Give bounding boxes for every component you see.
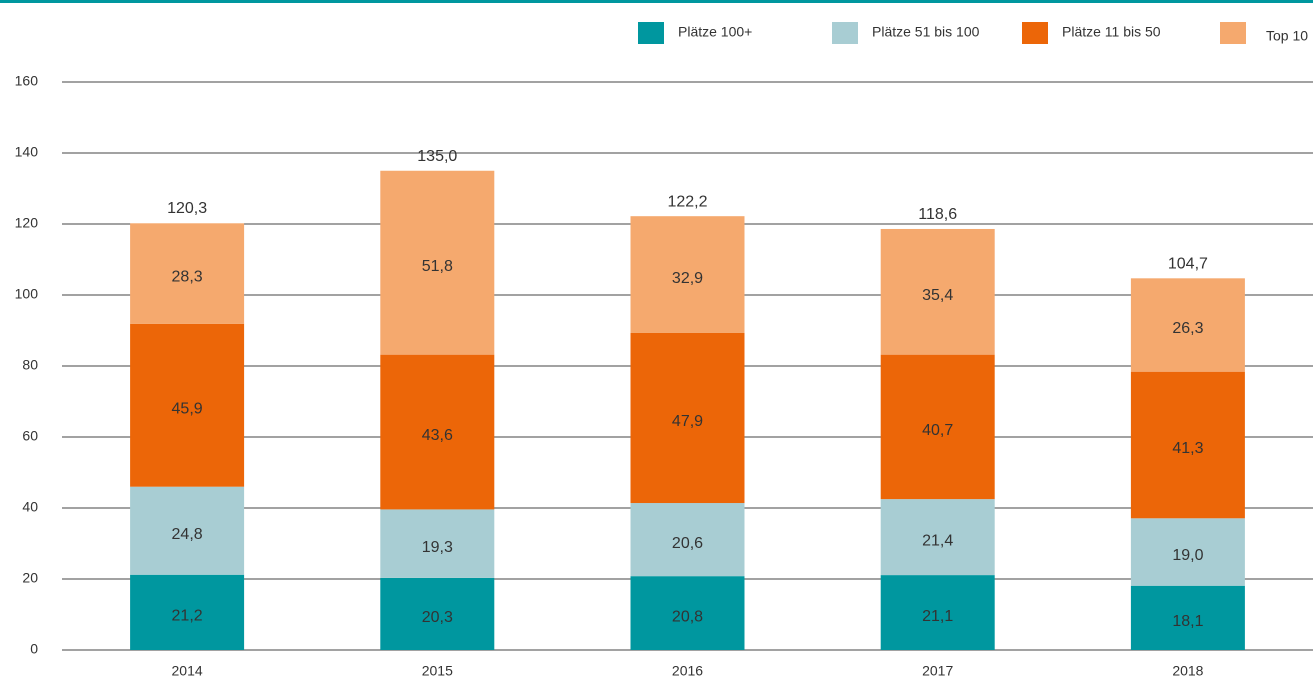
total-label: 104,7 bbox=[1168, 256, 1208, 273]
data-label: 28,3 bbox=[172, 269, 203, 286]
y-tick-label: 120 bbox=[15, 215, 39, 231]
x-tick-label: 2015 bbox=[422, 663, 453, 679]
x-tick-label: 2014 bbox=[172, 663, 203, 679]
data-label: 45,9 bbox=[172, 400, 203, 417]
y-tick-label: 40 bbox=[22, 499, 38, 515]
data-label: 21,2 bbox=[172, 608, 203, 625]
data-label: 21,1 bbox=[922, 608, 953, 625]
legend-label: Plätze 51 bis 100 bbox=[872, 24, 980, 40]
bar-segment bbox=[630, 576, 745, 650]
y-tick-label: 20 bbox=[22, 570, 38, 586]
data-label: 21,4 bbox=[922, 532, 953, 549]
legend-swatch bbox=[832, 22, 858, 44]
data-label: 19,0 bbox=[1172, 547, 1203, 564]
legend-swatch bbox=[1220, 22, 1246, 44]
data-label: 35,4 bbox=[922, 287, 953, 304]
bar-segment bbox=[1130, 278, 1245, 372]
bar-segment bbox=[880, 575, 995, 650]
bar-segment bbox=[630, 332, 745, 504]
bar-segment bbox=[130, 486, 245, 575]
data-label: 20,8 bbox=[672, 608, 703, 625]
data-label: 24,8 bbox=[172, 526, 203, 543]
legend-label: Plätze 11 bis 50 bbox=[1062, 24, 1161, 40]
top-rule bbox=[0, 0, 1313, 3]
legend-swatch bbox=[1022, 22, 1048, 44]
y-tick-label: 60 bbox=[22, 428, 38, 444]
bar-segment bbox=[1130, 585, 1245, 650]
y-tick-label: 160 bbox=[15, 73, 39, 89]
x-tick-label: 2017 bbox=[922, 663, 953, 679]
legend-swatch bbox=[638, 22, 664, 44]
y-tick-label: 100 bbox=[15, 286, 39, 302]
bar-segment bbox=[880, 354, 995, 500]
data-label: 20,3 bbox=[422, 609, 453, 626]
bar-segment bbox=[1130, 371, 1245, 519]
bar-segment bbox=[630, 216, 745, 333]
bar-segment bbox=[130, 574, 245, 650]
data-label: 51,8 bbox=[422, 258, 453, 275]
total-label: 118,6 bbox=[918, 206, 957, 223]
bar-segment bbox=[880, 228, 995, 355]
bar-segment bbox=[380, 170, 495, 355]
data-label: 40,7 bbox=[922, 422, 953, 439]
data-label: 19,3 bbox=[422, 539, 453, 556]
data-label: 47,9 bbox=[672, 413, 703, 430]
y-tick-label: 140 bbox=[15, 144, 39, 160]
data-label: 18,1 bbox=[1172, 613, 1203, 630]
bar-segment bbox=[880, 499, 995, 576]
y-tick-label: 0 bbox=[30, 641, 38, 657]
legend-label: Plätze 100+ bbox=[678, 24, 752, 40]
bar-segment bbox=[380, 354, 495, 510]
data-label: 43,6 bbox=[422, 427, 453, 444]
legend-label: Top 10 bbox=[1266, 28, 1308, 44]
bar-segment bbox=[130, 223, 245, 324]
y-tick-label: 80 bbox=[22, 357, 38, 373]
data-label: 26,3 bbox=[1172, 320, 1203, 337]
bar-segment bbox=[380, 577, 495, 650]
x-tick-label: 2018 bbox=[1172, 663, 1203, 679]
total-label: 120,3 bbox=[167, 200, 207, 217]
bar-segment bbox=[630, 503, 745, 577]
bar-segment bbox=[130, 323, 245, 487]
data-label: 20,6 bbox=[672, 535, 703, 552]
total-label: 122,2 bbox=[667, 193, 707, 210]
total-label: 135,0 bbox=[417, 148, 457, 165]
data-label: 32,9 bbox=[672, 270, 703, 287]
data-label: 41,3 bbox=[1172, 440, 1203, 457]
bar-segment bbox=[380, 509, 495, 578]
x-tick-label: 2016 bbox=[672, 663, 703, 679]
bar-segment bbox=[1130, 518, 1245, 586]
